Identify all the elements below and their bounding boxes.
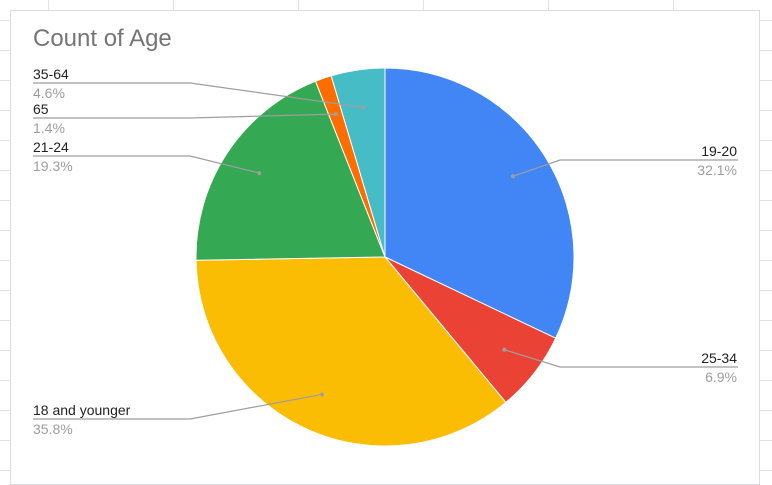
pie-slices: [195, 67, 575, 447]
slice-label-18-and-younger: 18 and younger: [33, 402, 131, 418]
leader-dot-18-and-younger: [319, 392, 324, 397]
slice-label-25-34: 25-34: [701, 350, 737, 366]
leader-line-65: [33, 113, 336, 119]
slice-label-65: 65: [33, 101, 49, 117]
leader-line-18-and-younger: [33, 393, 323, 420]
chart-title: Count of Age: [33, 25, 172, 52]
leader-line-35-64: [33, 82, 364, 108]
pie-labels: 19-20 32.1% 25-34 6.9% 18 and younger 35.8% 21…: [33, 66, 738, 437]
slice-percent-25-34: 6.9%: [705, 369, 737, 385]
slice-percent-18-and-younger: 35.8%: [33, 421, 73, 437]
pie-slice-21-24[interactable]: [195, 80, 386, 261]
slice-percent-35-64: 4.6%: [33, 85, 65, 101]
leader-dot-19-20: [510, 174, 515, 179]
pie-slice-19-20[interactable]: [384, 67, 575, 339]
leader-dot-21-24: [257, 171, 262, 176]
leader-line-19-20: [512, 159, 738, 177]
leader-dot-35-64: [361, 105, 366, 110]
slice-percent-21-24: 19.3%: [33, 158, 73, 174]
pie-slice-18-and-younger[interactable]: [195, 256, 507, 447]
leader-dot-65: [333, 112, 338, 117]
pie-slice-35-64[interactable]: [330, 67, 386, 258]
slice-label-19-20: 19-20: [701, 143, 737, 159]
leader-line-25-34: [504, 349, 738, 368]
leader-line-21-24: [33, 155, 260, 174]
leader-dot-25-34: [502, 347, 507, 352]
slice-label-35-64: 35-64: [33, 66, 69, 82]
slice-percent-65: 1.4%: [33, 120, 65, 136]
slice-percent-19-20: 32.1%: [697, 162, 737, 178]
slice-label-21-24: 21-24: [33, 139, 69, 155]
